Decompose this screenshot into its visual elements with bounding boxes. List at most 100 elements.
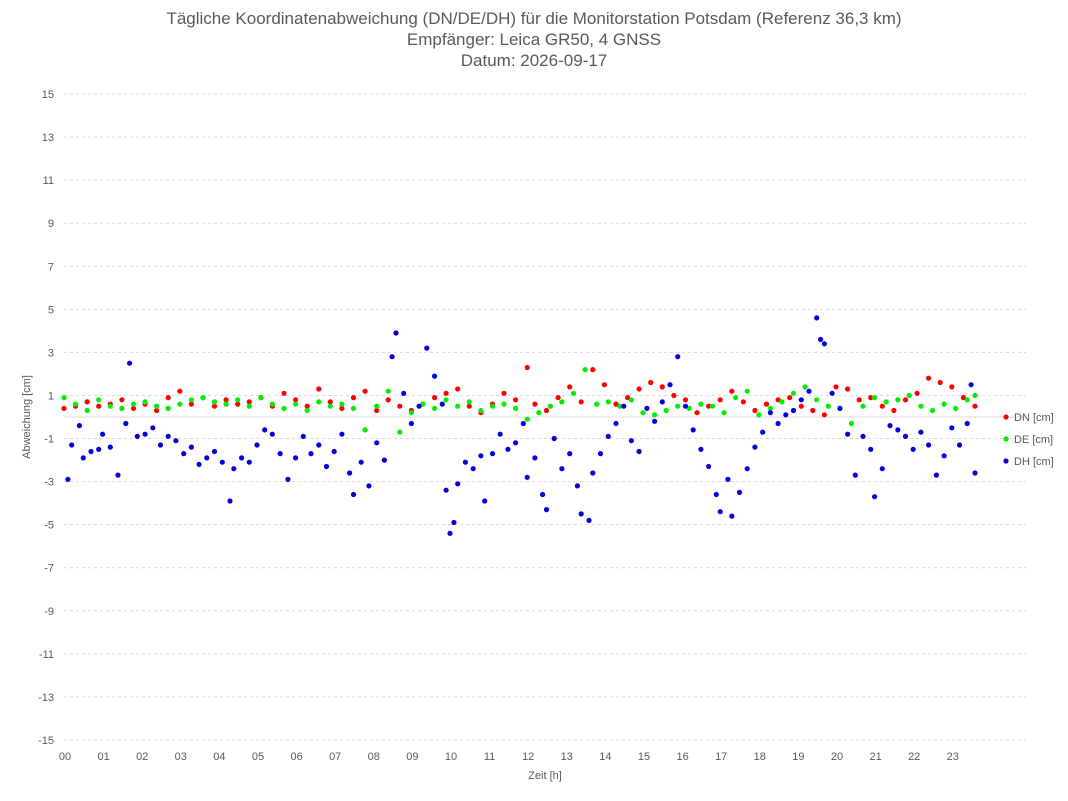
data-point: [798, 397, 804, 403]
data-point: [200, 395, 206, 401]
data-point: [644, 405, 650, 411]
data-point: [489, 451, 496, 457]
data-point: [613, 420, 619, 427]
data-point: [277, 451, 283, 457]
legend-label: DE [cm]: [1014, 434, 1053, 446]
data-point: [524, 364, 530, 371]
data-point: [96, 446, 102, 452]
data-point: [821, 341, 828, 347]
data-point: [389, 354, 395, 360]
data-point: [100, 431, 106, 437]
y-tick-label: -7: [44, 563, 54, 575]
y-tick-label: 3: [48, 347, 54, 359]
data-point: [374, 440, 380, 446]
data-point: [470, 466, 476, 472]
data-point: [316, 442, 322, 448]
data-point: [524, 474, 530, 480]
data-point: [80, 455, 86, 461]
legend-marker: [1003, 458, 1009, 464]
data-point: [713, 491, 719, 498]
data-point: [663, 407, 669, 414]
data-point: [891, 407, 897, 414]
data-point: [902, 397, 909, 403]
x-tick-label: 16: [676, 751, 688, 763]
data-point: [362, 427, 368, 433]
data-point: [339, 401, 345, 407]
data-point: [211, 403, 218, 409]
data-point: [420, 401, 426, 407]
data-point: [845, 386, 851, 392]
data-point: [949, 425, 955, 431]
data-point: [489, 403, 496, 409]
data-point: [872, 494, 878, 500]
data-point: [524, 416, 530, 422]
data-point: [134, 433, 140, 439]
data-point: [752, 444, 758, 450]
data-point: [698, 446, 704, 452]
data-point: [462, 459, 468, 465]
data-point: [628, 438, 635, 444]
x-tick-label: 09: [406, 751, 418, 763]
data-point: [775, 420, 781, 427]
data-point: [964, 397, 970, 403]
data-point: [625, 395, 631, 401]
data-point: [130, 401, 137, 407]
data-point: [181, 451, 187, 457]
data-point: [733, 395, 739, 401]
data-point: [547, 403, 554, 409]
data-point: [188, 401, 194, 407]
data-point: [269, 401, 275, 407]
data-point: [466, 399, 472, 405]
data-point: [594, 401, 600, 407]
data-point: [285, 476, 291, 482]
data-point: [478, 453, 484, 459]
data-point: [443, 390, 449, 396]
data-point: [597, 451, 604, 457]
data-point: [246, 459, 252, 465]
x-tick-label: 14: [599, 751, 611, 763]
data-point: [501, 390, 507, 396]
data-point: [802, 384, 808, 390]
x-tick-label: 00: [59, 751, 71, 763]
data-point: [574, 483, 581, 489]
data-point: [814, 315, 820, 321]
data-point: [451, 519, 457, 526]
data-point: [960, 395, 967, 401]
data-point: [837, 405, 843, 411]
data-point: [706, 403, 712, 409]
data-point: [790, 390, 797, 396]
data-point: [910, 446, 916, 452]
data-point: [196, 461, 202, 467]
x-tick-label: 11: [484, 751, 495, 763]
data-point: [833, 384, 839, 390]
x-tick-label: 08: [368, 751, 380, 763]
data-point: [432, 405, 438, 411]
data-point: [845, 431, 851, 437]
data-point: [918, 403, 924, 409]
y-tick-label: -13: [38, 692, 54, 704]
data-point: [567, 384, 573, 390]
data-point: [231, 466, 237, 472]
data-point: [972, 470, 978, 476]
data-point: [254, 442, 260, 448]
data-point: [775, 397, 781, 403]
x-tick-label: 06: [290, 751, 302, 763]
data-point: [235, 401, 241, 407]
data-point: [590, 470, 596, 476]
data-point: [327, 399, 333, 405]
x-tick-label: 03: [175, 751, 187, 763]
data-point: [860, 403, 866, 409]
y-tick-label: -9: [44, 606, 54, 618]
data-point: [879, 403, 885, 409]
data-point: [362, 388, 368, 394]
data-point: [350, 491, 357, 498]
data-point: [339, 431, 345, 437]
data-point: [929, 407, 936, 414]
data-point: [698, 401, 704, 407]
data-point: [455, 403, 461, 409]
data-point: [810, 407, 816, 414]
data-point: [61, 405, 67, 411]
x-tick-label: 19: [792, 751, 804, 763]
data-point: [455, 481, 461, 487]
data-point: [308, 451, 314, 457]
